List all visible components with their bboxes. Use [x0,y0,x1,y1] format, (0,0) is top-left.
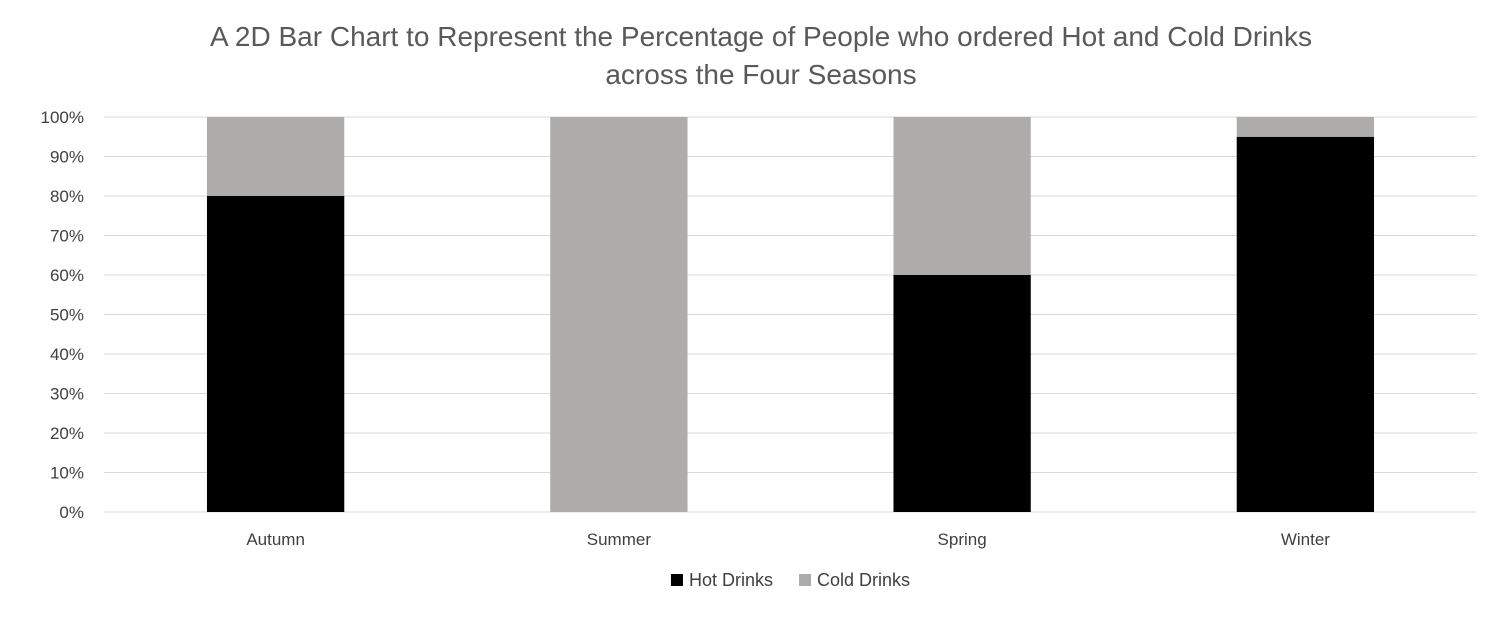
x-tick-label: Autumn [246,530,305,549]
y-tick-label: 20% [50,424,84,443]
y-tick-label: 70% [50,227,84,246]
legend-label-hot-drinks: Hot Drinks [689,570,773,590]
bar-cold-drinks-spring [893,117,1031,275]
y-tick-label: 0% [59,503,84,522]
legend-swatch-cold-drinks [798,574,811,586]
bars [206,117,1375,512]
x-tick-label: Winter [1281,530,1330,549]
y-tick-label: 30% [50,385,84,404]
y-tick-label: 90% [50,148,84,167]
bar-hot-drinks-spring [893,275,1031,512]
bar-cold-drinks-summer [550,117,688,512]
y-tick-label: 50% [50,306,84,325]
legend-label-cold-drinks: Cold Drinks [817,570,910,590]
x-tick-label: Spring [938,530,987,549]
bar-cold-drinks-winter [1236,117,1375,137]
chart-title-line-1: A 2D Bar Chart to Represent the Percenta… [210,21,1312,52]
y-tick-label: 100% [41,108,84,127]
bar-cold-drinks-autumn [206,117,345,196]
legend: Hot Drinks Cold Drinks [670,570,910,590]
bar-hot-drinks-autumn [206,196,345,512]
chart-title-line-2: across the Four Seasons [605,59,916,90]
y-tick-label: 10% [50,464,84,483]
y-tick-label: 60% [50,266,84,285]
y-tick-label: 80% [50,187,84,206]
y-axis-tick-labels: 0% 10% 20% 30% 40% 50% 60% 70% 80% 90% 100% [41,108,84,522]
legend-swatch-hot-drinks [670,574,683,586]
x-tick-label: Summer [587,530,652,549]
bar-hot-drinks-winter [1236,136,1375,512]
y-tick-label: 40% [50,345,84,364]
x-axis-tick-labels: Autumn Summer Spring Winter [246,530,1330,549]
